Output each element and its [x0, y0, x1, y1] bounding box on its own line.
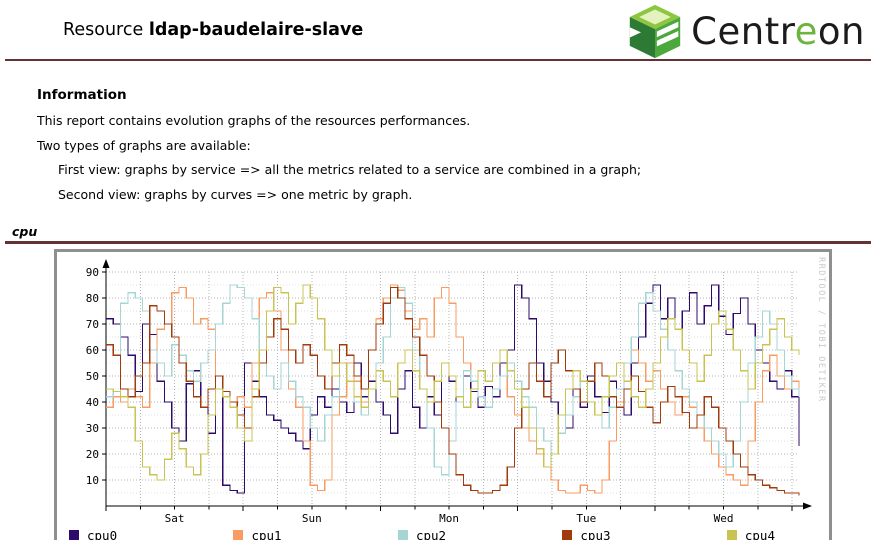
- svg-text:90: 90: [86, 266, 99, 279]
- legend-swatch-cpu1: [233, 530, 244, 540]
- svg-text:20: 20: [86, 448, 99, 461]
- svg-text:Sat: Sat: [165, 512, 185, 524]
- svg-text:Wed: Wed: [714, 512, 734, 524]
- centreon-logo: Centreon: [626, 3, 865, 59]
- info-line-3: First view: graphs by service => all the…: [58, 162, 642, 178]
- legend-swatch-cpu2: [397, 530, 408, 540]
- legend-item-cpu2: cpu2: [397, 527, 447, 540]
- svg-text:70: 70: [86, 318, 99, 331]
- legend-swatch-cpu4: [726, 530, 737, 540]
- svg-text:10: 10: [86, 474, 99, 487]
- legend-label-cpu4: cpu4: [744, 527, 775, 540]
- report-header: Resource ldap-baudelaire-slave Centreon: [5, 0, 871, 61]
- info-line-2: Two types of graphs are available:: [37, 137, 251, 153]
- legend-label-cpu0: cpu0: [87, 527, 118, 540]
- svg-text:Tue: Tue: [576, 512, 596, 524]
- section-label-cpu: cpu: [12, 223, 38, 239]
- series-line-cpu3: [106, 286, 800, 496]
- info-line-1: This report contains evolution graphs of…: [37, 113, 471, 128]
- svg-text:80: 80: [86, 292, 99, 305]
- series-line-cpu2: [106, 283, 800, 475]
- logo-text-accent: e: [794, 9, 818, 53]
- logo-text-1: Centr: [691, 9, 795, 53]
- graph-row: 10 20 30 40 50 60 70 80 90 Sat Sun Mon Tue Wed RRDTOO…: [28, 248, 872, 540]
- centreon-cube-icon: [629, 4, 681, 59]
- chart-legend: cpu0 cpu1 cpu2 cpu3 cpu4: [57, 528, 829, 540]
- legend-item-cpu1: cpu1: [233, 527, 282, 540]
- svg-text:Mon: Mon: [439, 512, 459, 524]
- rrdtool-watermark: RRDTOOL / TOBI OETIKER: [816, 256, 826, 403]
- legend-swatch-cpu3: [562, 530, 573, 540]
- legend-label-cpu1: cpu1: [251, 527, 282, 540]
- svg-text:60: 60: [86, 344, 99, 357]
- centreon-wordmark: Centreon: [691, 13, 865, 50]
- page-title: Resource ldap-baudelaire-slave: [63, 20, 363, 40]
- info-line-4: Second view: graphs by curves => one met…: [58, 186, 413, 202]
- svg-text:50: 50: [86, 370, 99, 383]
- series-line-cpu4: [106, 283, 800, 481]
- section-divider: [5, 240, 871, 244]
- legend-label-cpu3: cpu3: [580, 527, 611, 540]
- legend-swatch-cpu0: [69, 530, 79, 540]
- legend-item-cpu4: cpu4: [726, 527, 775, 540]
- logo-text-2: on: [817, 9, 865, 53]
- svg-text:40: 40: [86, 396, 99, 409]
- information-section: Information This report contains evoluti…: [37, 87, 876, 203]
- legend-label-cpu2: cpu2: [415, 527, 447, 540]
- title-prefix: Resource: [63, 20, 144, 40]
- svg-text:Sun: Sun: [302, 512, 322, 524]
- legend-item-cpu0: cpu0: [69, 528, 117, 540]
- svg-text:30: 30: [86, 422, 99, 435]
- legend-item-cpu3: cpu3: [562, 527, 611, 540]
- resource-name: ldap-baudelaire-slave: [148, 20, 364, 40]
- cpu-chart-canvas: 10 20 30 40 50 60 70 80 90 Sat Sun Mon Tue Wed: [86, 258, 812, 525]
- information-heading: Information: [37, 87, 127, 103]
- cpu-graph-image: 10 20 30 40 50 60 70 80 90 Sat Sun Mon Tue Wed RRDTOO…: [54, 248, 832, 540]
